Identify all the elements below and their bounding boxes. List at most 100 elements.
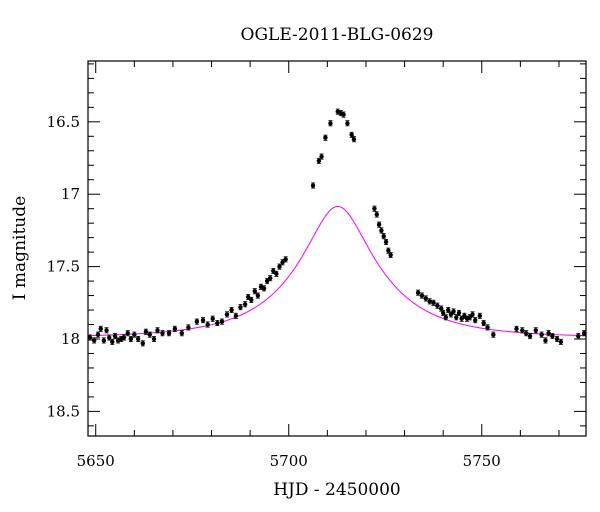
data-point [383,238,389,245]
data-marker [470,312,475,317]
data-point [104,327,109,334]
data-point [277,263,282,270]
data-marker [160,331,165,336]
data-marker [132,332,137,337]
data-marker [110,339,115,345]
data-marker [431,300,436,305]
data-marker [224,312,230,317]
data-point [233,312,239,319]
data-marker [215,320,220,326]
data-marker [255,293,261,298]
data-point [543,337,548,344]
data-point [423,295,428,302]
data-point [485,324,490,331]
data-marker [310,183,316,188]
data-marker [473,317,478,323]
data-marker [143,329,149,334]
data-point [473,317,478,324]
data-marker [419,293,425,298]
y-tick-label: 16.5 [47,113,80,131]
data-marker [423,296,428,301]
data-marker [219,319,225,324]
data-point [349,131,354,138]
data-marker [210,316,215,321]
data-point [454,314,459,321]
data-point [98,325,103,332]
data-marker [274,271,279,277]
data-marker [280,260,285,265]
data-marker [477,313,483,319]
data-point [520,327,525,334]
data-point [374,211,379,218]
data-point [456,309,462,316]
data-point [143,328,149,335]
y-tick-label: 18 [61,330,80,348]
data-marker [341,112,346,117]
data-point [533,327,539,334]
data-point [229,307,234,314]
data-point [435,302,440,309]
data-point [172,325,178,332]
model-curve-layer [87,205,587,337]
data-marker [514,326,519,332]
data-marker [172,326,178,332]
data-marker [462,313,467,319]
data-point [554,335,560,342]
data-point [379,227,384,234]
data-marker [435,303,440,308]
data-point [128,335,134,342]
data-point [205,321,210,328]
data-marker [319,154,324,159]
data-point [310,182,316,189]
chart-title: OGLE-2011-BLG-0629 [241,25,434,45]
data-point [200,317,206,324]
data-marker [523,331,529,336]
data-marker [95,332,101,337]
data-point [95,331,101,338]
data-marker [581,331,587,336]
model-curve [87,205,587,337]
data-point [268,275,273,282]
data-point [194,318,200,325]
data-marker [454,315,459,320]
data-marker [233,313,239,319]
data-marker [101,338,107,343]
data-point [527,333,533,340]
data-marker [443,315,449,320]
data-point [448,311,454,318]
data-point [558,338,564,345]
data-marker [121,335,127,340]
data-point [219,318,225,325]
data-marker [107,335,112,340]
data-marker [283,257,288,262]
data-marker [345,121,350,126]
data-point [112,333,118,340]
data-point [440,309,446,316]
data-marker [372,206,377,211]
data-point [107,334,112,341]
data-marker [140,341,146,346]
y-tick-label: 18.5 [47,402,80,420]
data-marker [98,326,103,332]
axis-ticks-layer: 5650 5700 5750 16.5 17 17.5 18 18.5 [47,61,586,470]
data-marker [151,336,157,342]
data-marker [104,328,109,333]
data-point [550,333,555,340]
data-marker [388,252,393,258]
x-tick-label: 5650 [77,452,115,470]
data-marker [268,275,273,281]
data-marker [383,239,389,245]
data-marker [491,332,496,337]
data-marker [439,306,444,311]
data-marker [415,290,421,295]
data-points-layer [87,108,587,347]
data-marker [125,331,130,336]
data-point [179,330,185,337]
data-point [546,330,551,337]
data-point [224,311,230,318]
data-point [459,315,464,322]
plot-frame [87,60,587,437]
data-marker [485,325,490,330]
data-point [514,325,519,332]
